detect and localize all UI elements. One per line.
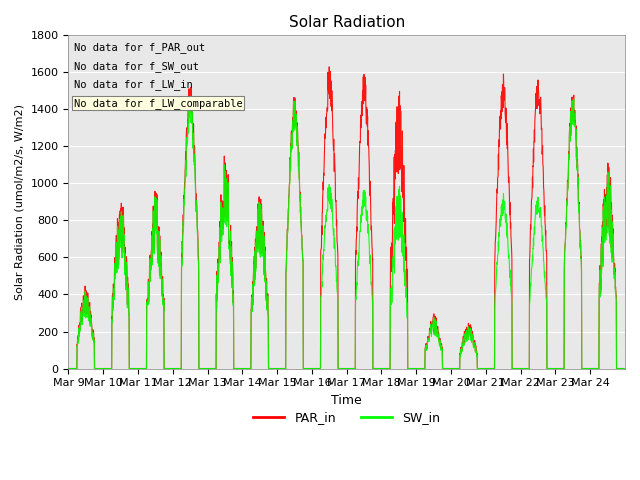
Text: No data for f_LW_comparable: No data for f_LW_comparable <box>74 98 243 109</box>
Title: Solar Radiation: Solar Radiation <box>289 15 405 30</box>
X-axis label: Time: Time <box>332 394 362 407</box>
Text: No data for f_LW_in: No data for f_LW_in <box>74 79 193 90</box>
Y-axis label: Solar Radiation (umol/m2/s, W/m2): Solar Radiation (umol/m2/s, W/m2) <box>15 104 25 300</box>
Legend: PAR_in, SW_in: PAR_in, SW_in <box>248 406 445 429</box>
Text: No data for f_SW_out: No data for f_SW_out <box>74 60 199 72</box>
Text: No data for f_PAR_out: No data for f_PAR_out <box>74 42 205 53</box>
